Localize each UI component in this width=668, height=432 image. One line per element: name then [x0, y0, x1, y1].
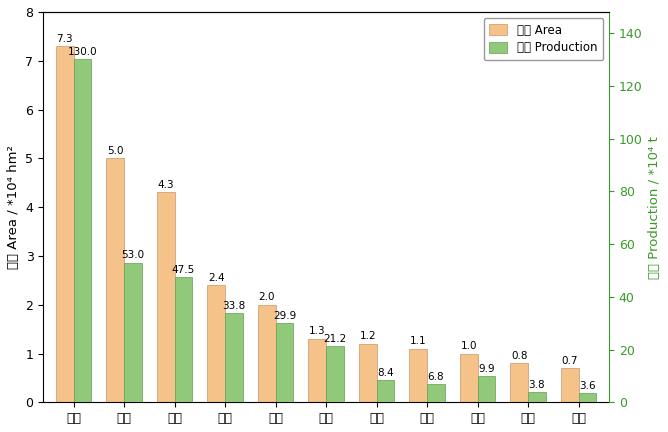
Text: 1.3: 1.3 [309, 327, 325, 337]
Bar [73, 60, 92, 402]
Bar [528, 392, 546, 402]
Bar [359, 344, 377, 402]
Bar [561, 368, 578, 402]
Bar [409, 349, 427, 402]
Text: 1.1: 1.1 [410, 336, 427, 346]
Bar [326, 346, 344, 402]
Text: 6.8: 6.8 [428, 372, 444, 382]
Bar [258, 305, 276, 402]
Text: 0.7: 0.7 [562, 356, 578, 366]
Legend: 面积 Area, 产量 Production: 面积 Area, 产量 Production [484, 18, 603, 60]
Text: 4.3: 4.3 [158, 180, 174, 190]
Bar [207, 285, 225, 402]
Text: 2.0: 2.0 [259, 292, 275, 302]
Text: 47.5: 47.5 [172, 265, 195, 275]
Bar [427, 384, 445, 402]
Text: 21.2: 21.2 [323, 334, 347, 344]
Text: 29.9: 29.9 [273, 311, 296, 321]
Y-axis label: 面积 Area / *10⁴ hm²: 面积 Area / *10⁴ hm² [7, 145, 20, 269]
Text: 2.4: 2.4 [208, 273, 224, 283]
Bar [309, 339, 326, 402]
Bar [510, 363, 528, 402]
Text: 3.8: 3.8 [528, 380, 545, 390]
Bar [174, 277, 192, 402]
Bar [478, 376, 495, 402]
Text: 8.4: 8.4 [377, 368, 393, 378]
Text: 130.0: 130.0 [67, 48, 97, 57]
Text: 0.8: 0.8 [511, 351, 528, 361]
Text: 5.0: 5.0 [107, 146, 124, 156]
Text: 9.9: 9.9 [478, 364, 495, 374]
Text: 1.2: 1.2 [359, 331, 376, 341]
Text: 33.8: 33.8 [222, 301, 246, 311]
Text: 53.0: 53.0 [122, 251, 144, 260]
Bar [56, 46, 73, 402]
Bar [106, 159, 124, 402]
Bar [124, 263, 142, 402]
Bar [157, 193, 174, 402]
Bar [460, 353, 478, 402]
Y-axis label: 产量 Production / *10⁴ t: 产量 Production / *10⁴ t [648, 136, 661, 279]
Bar [377, 380, 394, 402]
Text: 1.0: 1.0 [460, 341, 477, 351]
Bar [225, 313, 242, 402]
Bar [578, 393, 597, 402]
Bar [276, 324, 293, 402]
Text: 7.3: 7.3 [56, 34, 73, 44]
Text: 3.6: 3.6 [579, 381, 596, 391]
